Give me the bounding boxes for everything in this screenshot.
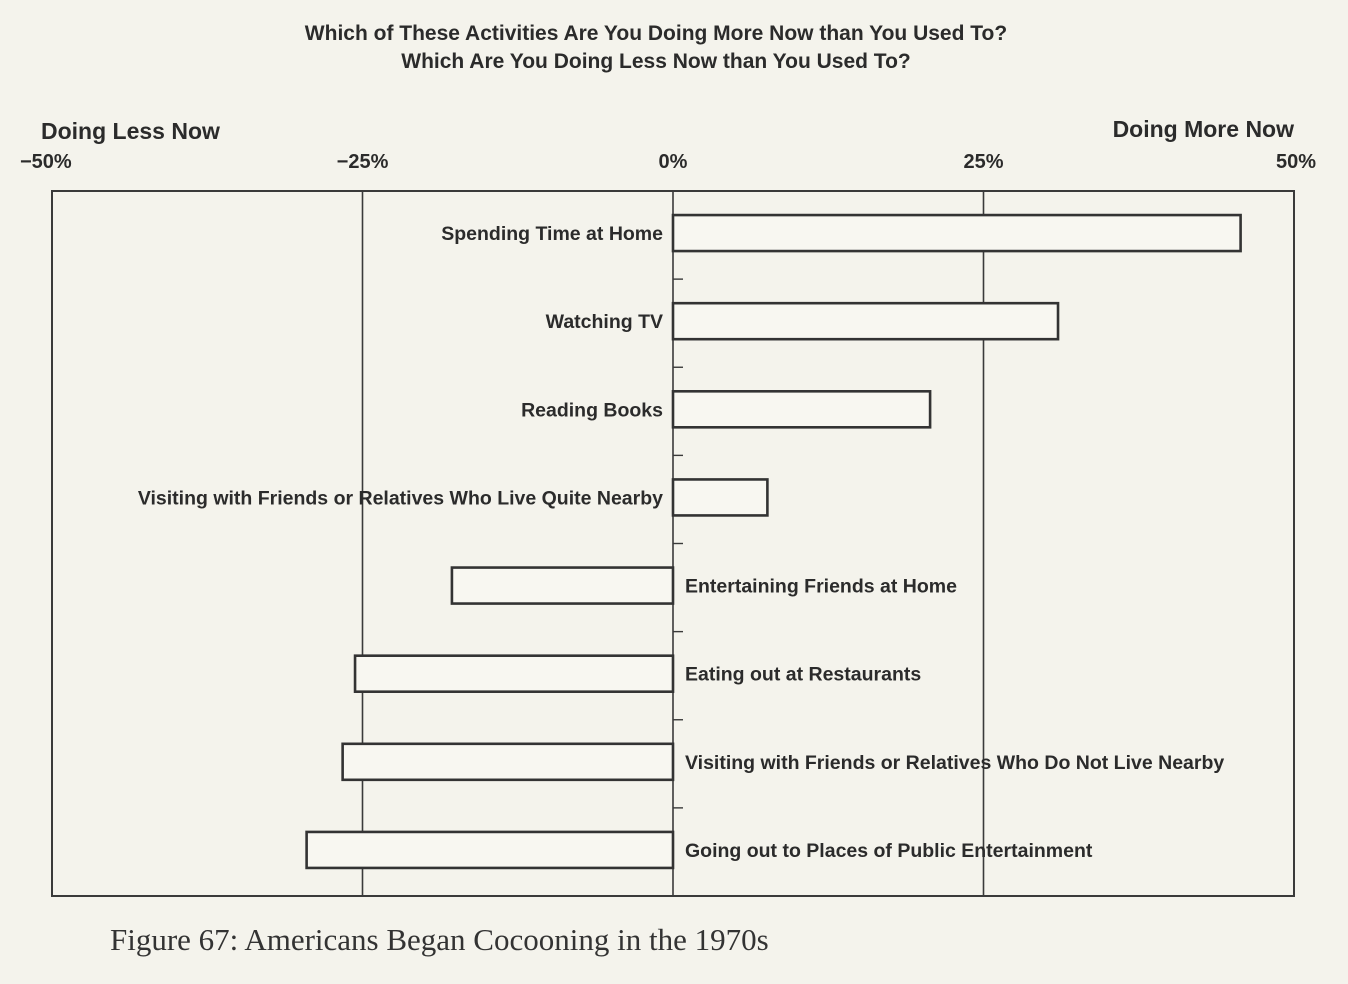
bars xyxy=(305,213,1242,870)
category-label: Reading Books xyxy=(521,399,663,421)
category-label: Going out to Places of Public Entertainm… xyxy=(685,840,1093,862)
category-label: Visiting with Friends or Relatives Who L… xyxy=(138,487,663,509)
bar xyxy=(671,301,1060,341)
category-label: Entertaining Friends at Home xyxy=(685,576,957,598)
doing-less-label: Doing Less Now xyxy=(41,118,220,144)
category-label: Visiting with Friends or Relatives Who D… xyxy=(685,752,1224,774)
chart: Which of These Activities Are You Doing … xyxy=(20,22,1316,897)
tick-label: −25% xyxy=(337,151,389,173)
tick-label: 0% xyxy=(659,151,688,173)
tick-label: −50% xyxy=(20,151,72,173)
category-labels: Spending Time at Home Watching TV Reading … xyxy=(138,223,1225,862)
category-label: Spending Time at Home xyxy=(441,223,663,245)
category-label: Watching TV xyxy=(546,311,663,333)
category-label: Eating out at Restaurants xyxy=(685,664,921,686)
bar xyxy=(341,742,675,782)
bar xyxy=(305,830,675,870)
doing-more-label: Doing More Now xyxy=(1113,116,1295,142)
chart-subtitle: Which Are You Doing Less Now than You Us… xyxy=(401,50,910,73)
bar xyxy=(450,566,675,605)
chart-title: Which of These Activities Are You Doing … xyxy=(305,22,1007,45)
bar xyxy=(671,213,1242,253)
bar xyxy=(671,390,932,429)
tick-label: 25% xyxy=(963,151,1003,173)
tick-label: 50% xyxy=(1276,151,1316,173)
figure-caption: Figure 67: Americans Began Cocooning in … xyxy=(110,922,769,957)
bar xyxy=(671,478,769,517)
axis-ticks: −50% −25% 0% 25% 50% xyxy=(20,151,1316,173)
bar xyxy=(353,654,675,693)
